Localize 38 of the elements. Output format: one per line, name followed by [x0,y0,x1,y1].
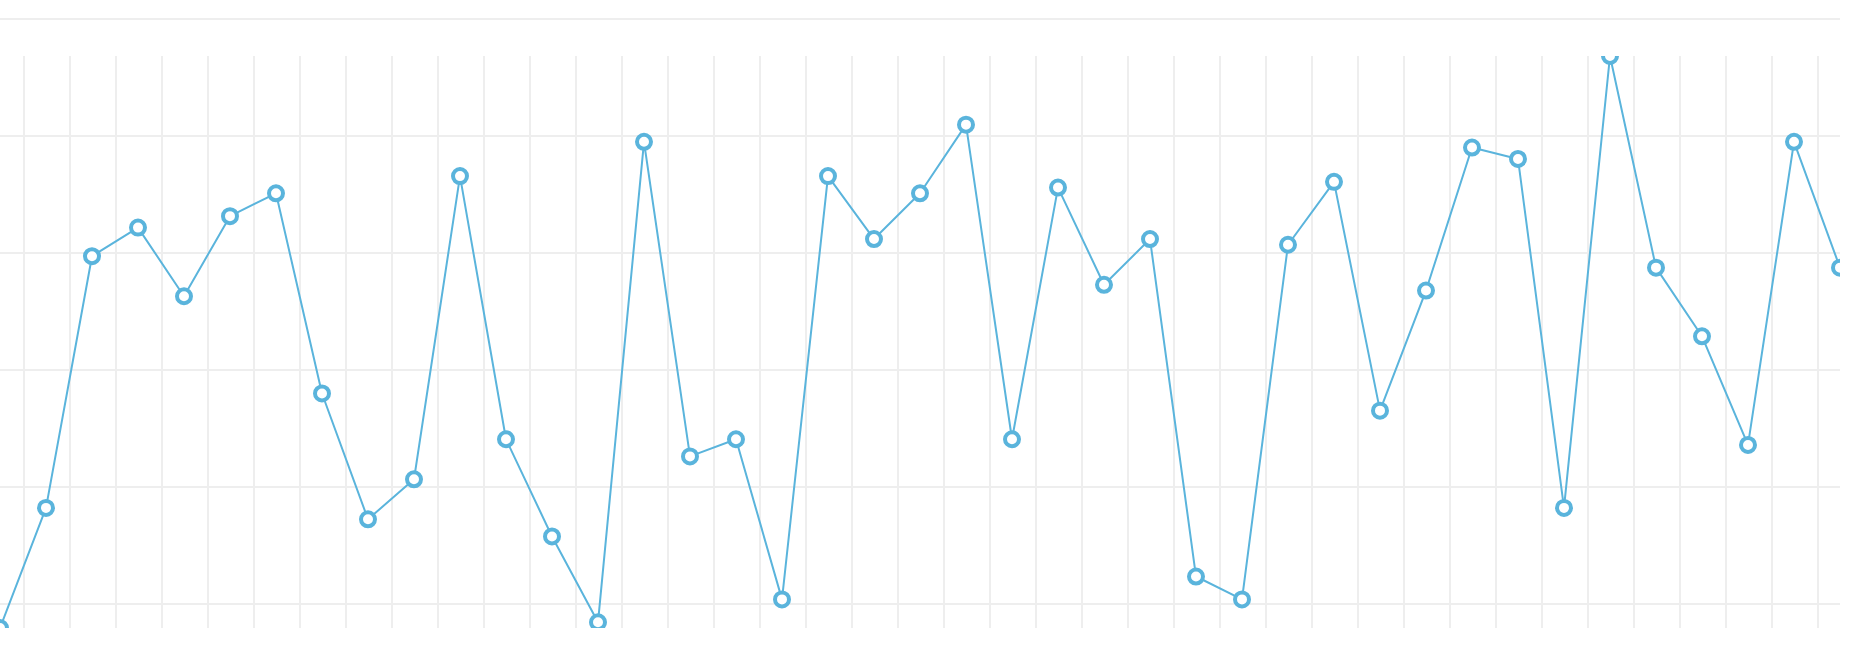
point [1417,281,1435,300]
point [1509,149,1527,168]
point [359,510,377,529]
point [1187,567,1205,586]
point [1095,275,1113,294]
point [1785,132,1803,151]
point [1325,172,1343,191]
point [911,184,929,203]
point [1555,498,1573,517]
point [1739,435,1757,454]
point [1371,401,1389,420]
point [313,384,331,403]
point [497,430,515,449]
point [1141,230,1159,249]
point [37,498,55,517]
point [1647,258,1665,277]
point [819,167,837,186]
point [1463,138,1481,157]
point [865,230,883,249]
point [405,470,423,489]
point [1233,590,1251,609]
point [1049,178,1067,197]
point [1003,430,1021,449]
point [589,613,607,628]
point [175,287,193,306]
point [451,167,469,186]
point [83,247,101,266]
point [773,590,791,609]
point [543,527,561,546]
point [957,115,975,134]
point [727,430,745,449]
point [1279,235,1297,254]
point [635,132,653,151]
point [681,447,699,466]
point [1693,327,1711,346]
point [221,207,239,226]
point [129,218,147,237]
point [267,184,285,203]
